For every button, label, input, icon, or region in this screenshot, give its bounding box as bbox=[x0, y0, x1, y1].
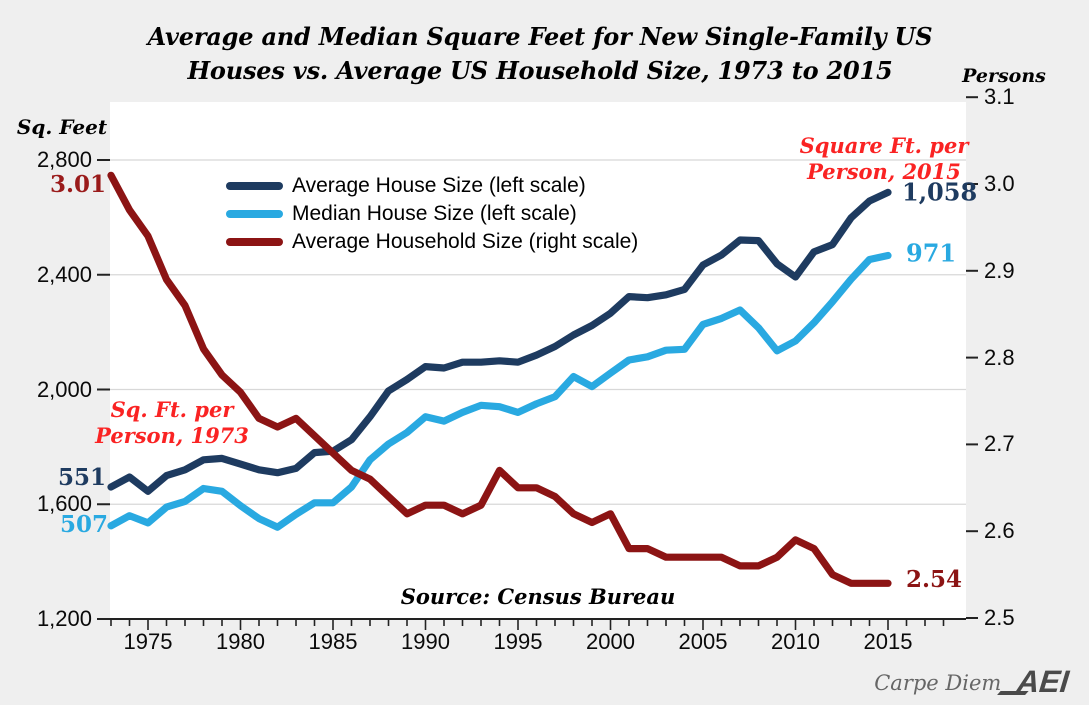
aei-logo: AEI bbox=[1015, 664, 1071, 699]
left-axis-tick-label: 1,200 bbox=[36, 606, 92, 631]
legend-item: Average House Size (left scale) bbox=[226, 172, 638, 200]
legend-swatch-average-household-size-right-scale bbox=[226, 238, 283, 246]
right-axis-tick-label: 2.8 bbox=[984, 344, 1015, 370]
chart-title: Average and Median Square Feet for New S… bbox=[10, 20, 1070, 88]
right-axis-tick-label: 3.1 bbox=[984, 84, 1015, 110]
x-axis-tick-label: 2015 bbox=[863, 629, 913, 654]
annotation-line: 507 bbox=[59, 511, 108, 538]
x-axis-tick-label: 2005 bbox=[678, 629, 728, 654]
left-axis-tick-label: 2,000 bbox=[36, 376, 92, 402]
legend-item-label: Median House Size (left scale) bbox=[292, 202, 577, 225]
legend-item: Median House Size (left scale) bbox=[226, 200, 638, 228]
annotation-household-size-end-value: 2.54 bbox=[906, 566, 962, 594]
right-axis-title: Persons bbox=[962, 65, 1046, 87]
left-axis-tick-label: 2,400 bbox=[36, 261, 92, 287]
x-axis-tick-label: 2000 bbox=[586, 629, 635, 654]
annotation-median-house-start-value: 507 bbox=[60, 511, 108, 539]
x-axis-tick-label: 1990 bbox=[401, 629, 450, 654]
legend-item-label: Average House Size (left scale) bbox=[292, 174, 586, 197]
annotation-line: Person, 2015 bbox=[807, 159, 961, 184]
left-axis-tick-label: 1,600 bbox=[36, 491, 92, 517]
annotation-line: 2.54 bbox=[906, 566, 963, 593]
legend-swatch-average-house-size-left-scale bbox=[226, 182, 283, 190]
annotation-sqft-per-person-2015-note: Square Ft. per Person, 2015 bbox=[800, 133, 969, 185]
series-line-average-house-size-left-scale bbox=[107, 188, 892, 495]
legend: Average House Size (left scale) Median Ho… bbox=[226, 172, 638, 256]
legend-item-label: Average Household Size (right scale) bbox=[292, 230, 639, 253]
annotation-line: 1,058 bbox=[902, 177, 978, 207]
chart-title-line2: Houses vs. Average US Household Size, 19… bbox=[187, 56, 893, 85]
source-note: Source: Census Bureau bbox=[400, 584, 676, 609]
x-axis-tick-label: 2010 bbox=[771, 629, 820, 654]
annotation-avg-house-start-value: 551 bbox=[58, 464, 106, 492]
x-axis-tick-label: 1995 bbox=[493, 629, 543, 654]
right-axis-tick-label: 2.9 bbox=[984, 257, 1015, 283]
right-axis-tick-label: 2.7 bbox=[984, 431, 1015, 457]
annotation-line: Person, 1973 bbox=[95, 423, 249, 448]
carpe-diem-credit: Carpe Diem bbox=[874, 671, 1002, 695]
footer: Carpe Diem AEI bbox=[874, 664, 1071, 699]
annotation-median-house-end-value: 971 bbox=[906, 239, 956, 268]
annotation-avg-house-end-value: 1,058 bbox=[902, 178, 977, 207]
chart-title-line1: Average and Median Square Feet for New S… bbox=[147, 22, 933, 51]
right-axis-tick-label: 3.0 bbox=[984, 171, 1015, 196]
annotation-line: 971 bbox=[906, 238, 957, 268]
right-axis-tick-label: 2.6 bbox=[984, 518, 1015, 544]
annotation-line: Square Ft. per bbox=[799, 133, 969, 158]
x-axis-tick-label: 1980 bbox=[216, 629, 265, 654]
series-line-median-house-size-left-scale bbox=[107, 251, 892, 531]
left-axis-tick-label: 2,800 bbox=[36, 147, 92, 172]
annotation-line: 3.01 bbox=[49, 171, 106, 198]
annotation-household-size-start-value: 3.01 bbox=[50, 171, 106, 199]
legend-item: Average Household Size (right scale) bbox=[226, 228, 638, 256]
left-axis-title: Sq. Feet bbox=[16, 115, 108, 139]
legend-swatch-median-house-size-left-scale bbox=[226, 210, 283, 218]
x-axis-tick-label: 1985 bbox=[308, 629, 358, 654]
x-axis-tick-label: 1975 bbox=[123, 629, 173, 654]
annotation-line: Sq. Ft. per bbox=[110, 397, 234, 422]
annotation-sqft-per-person-1973-note: Sq. Ft. per Person, 1973 bbox=[95, 397, 249, 449]
annotation-line: 551 bbox=[57, 464, 106, 491]
series-line-average-household-size-right-scale bbox=[107, 171, 892, 587]
right-axis-tick-label: 2.5 bbox=[984, 605, 1015, 630]
